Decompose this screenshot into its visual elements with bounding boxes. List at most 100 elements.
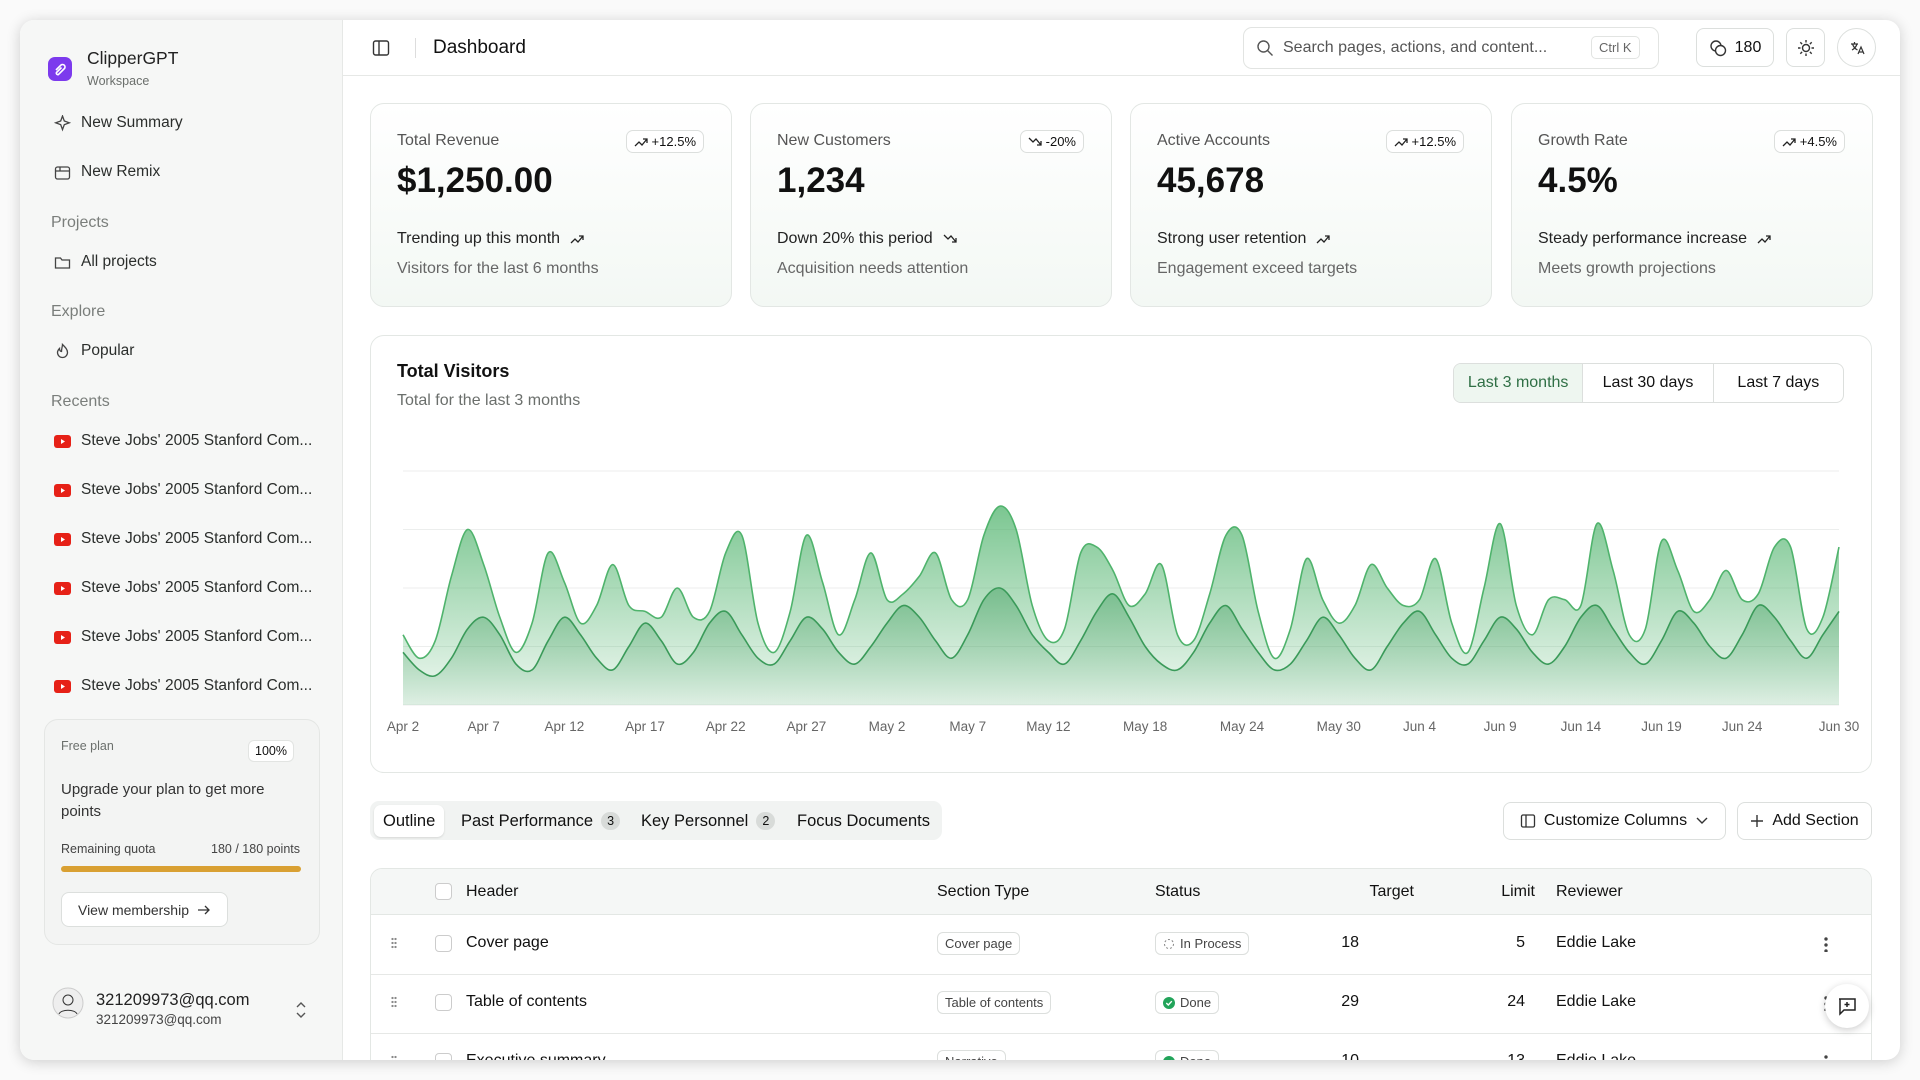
status-label: Done — [1180, 995, 1212, 1010]
section-title: Explore — [51, 303, 106, 320]
tab[interactable]: Past Performance 3 — [452, 805, 629, 837]
kpi-trend: Down 20% this period — [777, 230, 957, 248]
row-divider — [371, 974, 1871, 975]
cell-status: Done — [1155, 1050, 1220, 1060]
nav-label: All projects — [81, 253, 157, 270]
translate-button[interactable] — [1837, 28, 1876, 67]
recent-item[interactable]: Steve Jobs' 2005 Stanford Com... — [54, 677, 312, 695]
recent-item[interactable]: Steve Jobs' 2005 Stanford Com... — [54, 432, 312, 450]
range-option[interactable]: Last 30 days — [1583, 364, 1714, 402]
cell-section-type: Cover page — [937, 932, 1021, 955]
range-option[interactable]: Last 7 days — [1737, 374, 1820, 391]
select-all-checkbox[interactable] — [435, 883, 452, 900]
trend-icon — [1782, 137, 1796, 146]
icon — [1839, 998, 1856, 1016]
recent-item[interactable]: Steve Jobs' 2005 Stanford Com... — [54, 530, 312, 548]
icon — [1163, 996, 1175, 1009]
recent-item[interactable]: Steve Jobs' 2005 Stanford Com... — [54, 481, 312, 499]
status-icon — [1164, 938, 1174, 949]
user-menu[interactable] — [295, 1001, 307, 1019]
chart-title: Total Visitors — [397, 361, 510, 381]
nav-item[interactable]: Popular — [54, 342, 134, 360]
nav-item[interactable]: All projects — [54, 253, 157, 271]
x-tick-label: May 2 — [869, 719, 906, 734]
trend-icon — [1028, 137, 1042, 146]
youtube-icon — [54, 581, 71, 595]
nav-item[interactable]: New Summary — [54, 114, 183, 132]
row-checkbox[interactable] — [435, 1053, 452, 1060]
add-section-button[interactable]: Add Section — [1737, 802, 1872, 840]
button-label: Add Section — [1772, 812, 1859, 829]
x-tick-label: Jun 19 — [1641, 719, 1682, 734]
youtube-icon — [54, 434, 71, 448]
range-option[interactable]: Last 3 months — [1454, 364, 1584, 402]
kpi-badge-text: +12.5% — [651, 134, 696, 149]
customize-columns-button[interactable]: Customize Columns — [1503, 802, 1726, 840]
search-box[interactable] — [1243, 27, 1659, 69]
x-tick-label: May 12 — [1026, 719, 1070, 734]
row-checkbox[interactable] — [435, 994, 452, 1011]
icon — [54, 581, 71, 595]
icon — [1316, 234, 1331, 244]
tab[interactable]: Focus Documents — [788, 805, 939, 837]
x-tick-label: May 30 — [1317, 719, 1361, 734]
page-title: Dashboard — [433, 37, 526, 58]
cell-header: Table of contents — [466, 993, 587, 1010]
kpi-title: New Customers — [777, 132, 891, 149]
recent-item[interactable]: Steve Jobs' 2005 Stanford Com... — [54, 579, 312, 597]
divider — [415, 38, 416, 58]
tab-count: 2 — [756, 812, 776, 830]
column-header: Section Type — [937, 883, 1030, 900]
drag-handle[interactable] — [391, 1055, 397, 1060]
x-tick-label: Jun 30 — [1819, 719, 1860, 734]
x-tick-label: Apr 7 — [468, 719, 500, 734]
drag-handle[interactable] — [391, 937, 397, 950]
icon — [54, 434, 71, 448]
table-header-row — [371, 869, 1871, 915]
area-chart: Apr 2 Apr 7 Apr 12 Apr 17 Apr 22 Apr 27 May 2 M… — [387, 470, 1860, 734]
section-title: Projects — [51, 214, 109, 231]
nav-item[interactable]: New Remix — [54, 163, 160, 181]
x-tick-label: May 7 — [949, 719, 986, 734]
kpi-badge-text: -20% — [1045, 134, 1076, 149]
cell-header: Executive summary — [466, 1052, 606, 1060]
kpi-trend: Trending up this month — [397, 230, 584, 248]
youtube-icon — [54, 630, 71, 644]
tab[interactable]: Key Personnel 2 — [632, 805, 784, 837]
recent-label: Steve Jobs' 2005 Stanford Com... — [81, 530, 313, 547]
cell-section-type: Table of contents — [937, 991, 1052, 1014]
column-header: Limit — [1501, 883, 1535, 900]
tab[interactable]: Outline — [374, 805, 445, 837]
quota-label: Remaining quota — [61, 842, 156, 856]
kpi-value: 1,234 — [777, 161, 865, 200]
cell-limit: 5 — [1516, 934, 1525, 951]
sidebar-toggle[interactable] — [372, 39, 390, 57]
shortcut: Ctrl K — [1591, 36, 1640, 59]
cell-status: Done — [1155, 991, 1220, 1014]
recent-item[interactable]: Steve Jobs' 2005 Stanford Com... — [54, 628, 312, 646]
row-checkbox[interactable] — [435, 935, 452, 952]
drag-handle[interactable] — [391, 996, 397, 1009]
kpi-title: Total Revenue — [397, 132, 500, 149]
cell-limit: 13 — [1507, 1052, 1525, 1060]
row-menu[interactable] — [1824, 1054, 1828, 1060]
chat-button[interactable] — [1825, 984, 1869, 1028]
theme-button[interactable] — [1786, 28, 1825, 67]
points-button[interactable]: 180 — [1696, 28, 1774, 67]
icon — [54, 532, 71, 546]
area-line — [402, 505, 1840, 660]
recent-label: Steve Jobs' 2005 Stanford Com... — [81, 579, 313, 596]
kpi-badge: -20% — [1019, 130, 1084, 153]
x-tick-label: Jun 14 — [1561, 719, 1602, 734]
membership-button[interactable]: View membership — [61, 892, 228, 927]
kpi-trend-text: Trending up this month — [397, 230, 561, 247]
row-menu[interactable] — [1824, 936, 1828, 952]
icon — [1782, 137, 1796, 147]
recent-label: Steve Jobs' 2005 Stanford Com... — [81, 628, 313, 645]
kpi-trend: Strong user retention — [1157, 230, 1331, 248]
recent-label: Steve Jobs' 2005 Stanford Com... — [81, 481, 313, 498]
kpi-trend-text: Steady performance increase — [1538, 230, 1747, 247]
icon — [1520, 814, 1536, 828]
cell-target: 29 — [1341, 993, 1359, 1010]
kpi-badge-text: +12.5% — [1411, 134, 1456, 149]
